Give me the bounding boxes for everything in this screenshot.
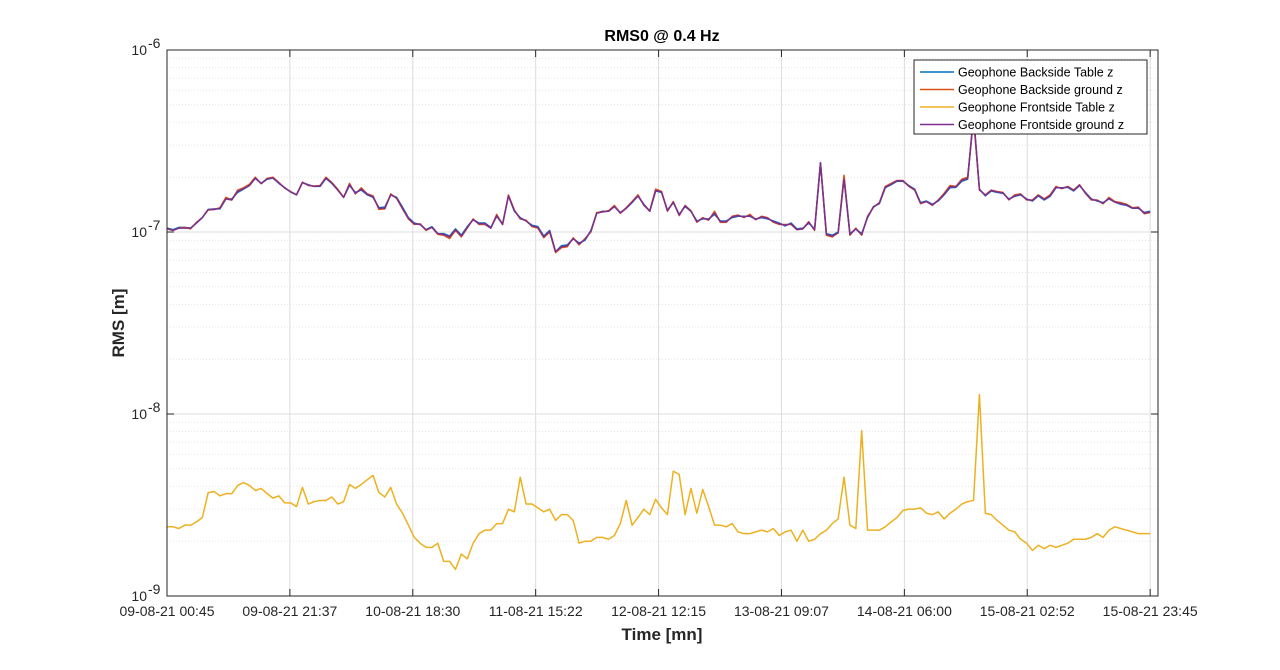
series-line xyxy=(167,393,1151,571)
x-tick-label: 09-08-21 00:45 xyxy=(120,603,215,619)
x-tick-label: 10-08-21 18:30 xyxy=(365,603,460,619)
y-tick-exponent: -7 xyxy=(148,217,161,233)
x-tick-label: 13-08-21 09:07 xyxy=(734,603,829,619)
axis-ticks xyxy=(166,49,1158,597)
legend-label: Geophone Backside Table z xyxy=(958,66,1113,80)
x-axis-label: Time [mn] xyxy=(622,625,703,644)
legend: Geophone Backside Table z Geophone Backsi… xyxy=(913,59,1148,135)
series-line xyxy=(166,114,1151,253)
x-tick-labels: 09-08-21 00:45 09-08-21 21:37 10-08-21 18:… xyxy=(120,603,1198,619)
legend-label: Geophone Frontside ground z xyxy=(958,118,1124,132)
x-tick-label: 11-08-21 15:22 xyxy=(489,603,583,619)
plot-area xyxy=(166,49,1159,597)
legend-label: Geophone Backside ground z xyxy=(958,83,1123,97)
y-tick-label: 10 xyxy=(131,42,147,58)
x-tick-label: 09-08-21 21:37 xyxy=(242,603,337,619)
y-tick-label: 10 xyxy=(131,588,147,604)
y-axis-label: RMS [m] xyxy=(109,289,128,358)
x-tick-label: 14-08-21 06:00 xyxy=(857,603,952,619)
y-tick-labels: 10-910-810-710-6 xyxy=(131,35,160,604)
legend-label: Geophone Frontside Table z xyxy=(958,101,1115,115)
plot-background xyxy=(167,50,1158,596)
x-tick-label: 15-08-21 23:45 xyxy=(1103,603,1198,619)
y-tick-exponent: -6 xyxy=(148,35,161,51)
x-tick-label: 15-08-21 02:52 xyxy=(980,603,1075,619)
y-tick-exponent: -9 xyxy=(148,581,161,597)
y-tick-label: 10 xyxy=(131,224,147,240)
legend-entries: Geophone Backside Table z Geophone Backsi… xyxy=(920,66,1124,132)
y-tick-exponent: -8 xyxy=(148,399,161,415)
y-tick-label: 10 xyxy=(131,406,147,422)
x-tick-label: 12-08-21 12:15 xyxy=(611,603,706,619)
chart-title: RMS0 @ 0.4 Hz xyxy=(604,28,719,45)
series-group xyxy=(166,114,1151,571)
plot-frame xyxy=(166,49,1159,597)
